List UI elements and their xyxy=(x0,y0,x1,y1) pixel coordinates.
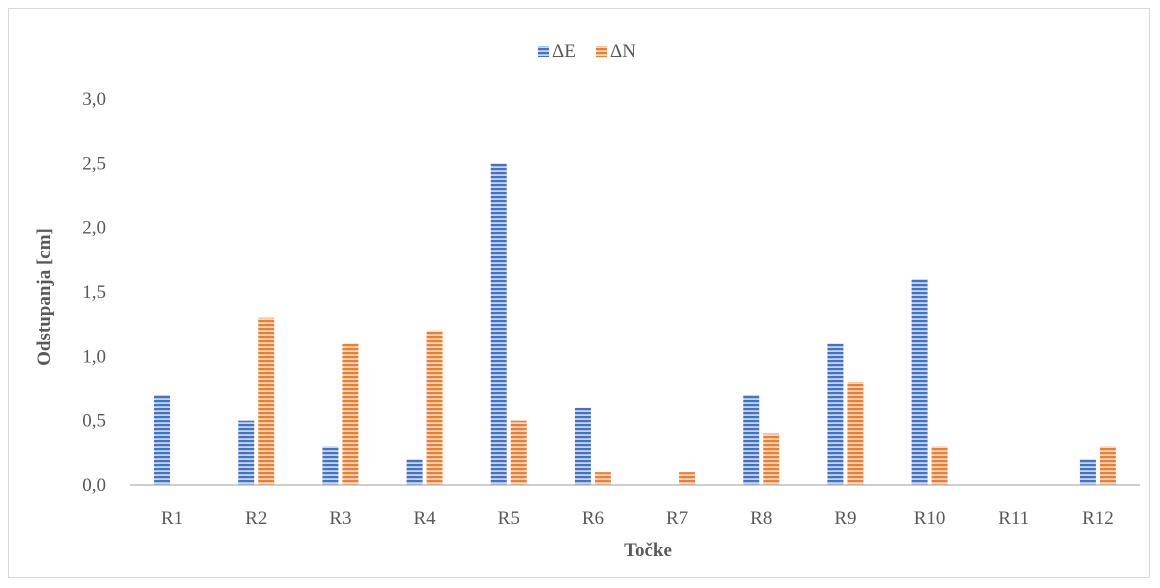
y-tick-label: 2,5 xyxy=(82,153,106,174)
y-tick-label: 0,0 xyxy=(82,475,106,496)
x-tick-label: R11 xyxy=(998,508,1029,529)
legend-swatch xyxy=(538,46,549,57)
legend-swatch xyxy=(596,46,607,57)
legend-label: ΔN xyxy=(610,41,636,62)
x-tick-label: R5 xyxy=(498,508,520,529)
bar-dn-r12 xyxy=(1099,446,1116,485)
bar-de-r1 xyxy=(154,394,171,485)
y-axis-ticks: 0,0 0,5 1,0 1,5 2,0 2,5 3,0 xyxy=(82,89,106,496)
legend-label: ΔE xyxy=(552,41,576,62)
x-tick-label: R2 xyxy=(245,508,267,529)
x-tick-label: R12 xyxy=(1082,508,1114,529)
x-tick-label: R3 xyxy=(329,508,351,529)
bar-de-r8 xyxy=(743,394,760,485)
bar-de-r4 xyxy=(406,459,423,485)
bar-dn-r7 xyxy=(679,472,696,485)
x-tick-label: R4 xyxy=(413,508,436,529)
bar-de-r10 xyxy=(911,279,928,485)
bar-dn-r10 xyxy=(931,446,948,485)
bar-dn-r5 xyxy=(510,420,527,485)
x-tick-label: R7 xyxy=(666,508,688,529)
bar-dn-r9 xyxy=(847,382,864,485)
y-tick-label: 3,0 xyxy=(82,89,106,110)
bar-dn-r3 xyxy=(342,343,359,485)
y-tick-label: 1,5 xyxy=(82,282,106,303)
y-tick-label: 1,0 xyxy=(82,346,106,367)
bar-dn-r8 xyxy=(763,433,780,485)
y-tick-label: 2,0 xyxy=(82,218,106,239)
bar-dn-r4 xyxy=(426,330,443,485)
bars-group xyxy=(154,163,1116,486)
x-tick-label: R10 xyxy=(914,508,946,529)
x-tick-label: R9 xyxy=(834,508,856,529)
x-axis-title: Točke xyxy=(624,540,672,561)
x-axis-ticks: R1 R2 R3 R4 R5 R6 R7 R8 R9 R10 R11 R12 xyxy=(161,508,1114,529)
bar-de-r6 xyxy=(574,407,591,485)
bar-de-r9 xyxy=(827,343,844,485)
bar-de-r3 xyxy=(322,446,339,485)
x-tick-label: R1 xyxy=(161,508,183,529)
x-tick-label: R6 xyxy=(582,508,604,529)
x-tick-label: R8 xyxy=(750,508,772,529)
bar-de-r5 xyxy=(490,163,507,486)
chart-legend: ΔE ΔN xyxy=(538,41,636,62)
bar-de-r12 xyxy=(1079,459,1096,485)
bar-dn-r6 xyxy=(594,472,611,485)
bar-dn-r2 xyxy=(258,317,275,485)
bar-de-r2 xyxy=(238,420,255,485)
y-tick-label: 0,5 xyxy=(82,411,106,432)
y-axis-title: Odstupanja [cm] xyxy=(34,228,55,366)
